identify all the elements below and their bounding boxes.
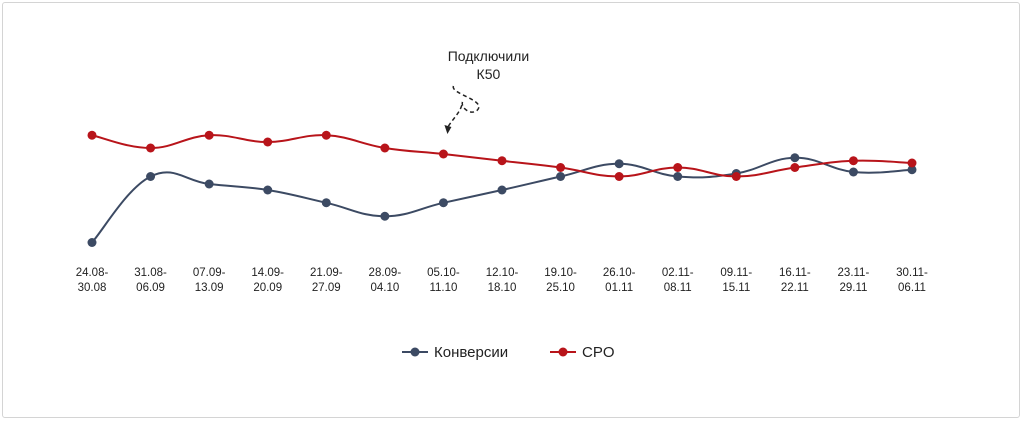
x-tick-label: 16.11-22.11 bbox=[779, 267, 811, 294]
series-line-1 bbox=[91, 156, 913, 244]
data-point-series-1-9 bbox=[556, 172, 566, 181]
data-point-series-1-4 bbox=[263, 185, 273, 195]
x-tick-label: 14.09-20.09 bbox=[251, 267, 284, 294]
data-point-series-1-7 bbox=[438, 198, 448, 208]
legend: Конверсии CPO bbox=[402, 344, 615, 361]
data-point-series-2-5 bbox=[321, 130, 331, 140]
data-point-series-1-11 bbox=[673, 172, 683, 181]
x-axis-tick-labels: 24.08-30.08 31.08-06.09 07.09-13.09 14.09-2… bbox=[76, 267, 928, 294]
annotation-arrow bbox=[446, 85, 480, 129]
data-point-series-2-9 bbox=[556, 163, 566, 172]
data-point-series-2-14 bbox=[848, 156, 858, 166]
data-point-series-1-6 bbox=[380, 211, 390, 221]
series-points bbox=[87, 130, 917, 247]
data-point-series-1-3 bbox=[204, 179, 214, 189]
data-point-series-1-13 bbox=[790, 153, 800, 163]
data-point-series-2-6 bbox=[380, 143, 390, 153]
data-point-series-1-2 bbox=[146, 172, 156, 181]
x-tick-label: 12.10-18.10 bbox=[486, 267, 519, 294]
x-tick-label: 24.08-30.08 bbox=[76, 267, 109, 294]
annotation: Подключили К50 bbox=[444, 48, 529, 134]
series-line-2 bbox=[91, 134, 913, 178]
data-point-series-2-10 bbox=[614, 172, 624, 181]
data-point-series-2-15 bbox=[907, 158, 917, 168]
data-point-series-2-13 bbox=[790, 163, 800, 172]
annotation-arrowhead bbox=[444, 125, 452, 134]
x-tick-label: 09.11-15.11 bbox=[720, 267, 752, 294]
x-tick-label: 28.09-04.10 bbox=[369, 267, 402, 294]
data-point-series-1-1 bbox=[87, 238, 97, 247]
data-point-series-2-2 bbox=[146, 143, 156, 153]
annotation-text-line-1: Подключили bbox=[448, 48, 529, 64]
x-tick-label: 19.10-25.10 bbox=[544, 267, 577, 294]
data-point-series-1-15 bbox=[907, 165, 917, 175]
x-tick-label: 05.10-11.10 bbox=[427, 267, 460, 294]
legend-marker-series-2 bbox=[558, 347, 568, 357]
x-tick-label: 31.08-06.09 bbox=[134, 267, 167, 294]
x-tick-label: 30.11-06.11 bbox=[896, 267, 928, 294]
data-point-series-2-1 bbox=[87, 130, 97, 140]
x-tick-label: 21.09-27.09 bbox=[310, 267, 343, 294]
annotation-text-line-2: К50 bbox=[477, 66, 501, 82]
x-tick-label: 02.11-08.11 bbox=[662, 267, 694, 294]
x-tick-label: 07.09-13.09 bbox=[193, 267, 226, 294]
data-point-series-2-12 bbox=[731, 172, 741, 181]
x-tick-label: 26.10-01.11 bbox=[603, 267, 636, 294]
data-point-series-1-10 bbox=[614, 159, 624, 169]
data-point-series-2-11 bbox=[673, 163, 683, 172]
legend-label-series-2: CPO bbox=[582, 344, 615, 361]
data-point-series-2-4 bbox=[263, 137, 273, 147]
data-point-series-2-8 bbox=[497, 156, 507, 166]
data-point-series-2-7 bbox=[438, 149, 448, 159]
data-point-series-1-8 bbox=[497, 185, 507, 195]
legend-label-series-1: Конверсии bbox=[434, 344, 508, 361]
legend-marker-series-1 bbox=[410, 347, 420, 357]
x-tick-label: 23.11-29.11 bbox=[838, 267, 870, 294]
data-point-series-2-3 bbox=[204, 130, 214, 140]
data-point-series-1-5 bbox=[321, 198, 331, 208]
data-point-series-1-14 bbox=[848, 167, 858, 177]
